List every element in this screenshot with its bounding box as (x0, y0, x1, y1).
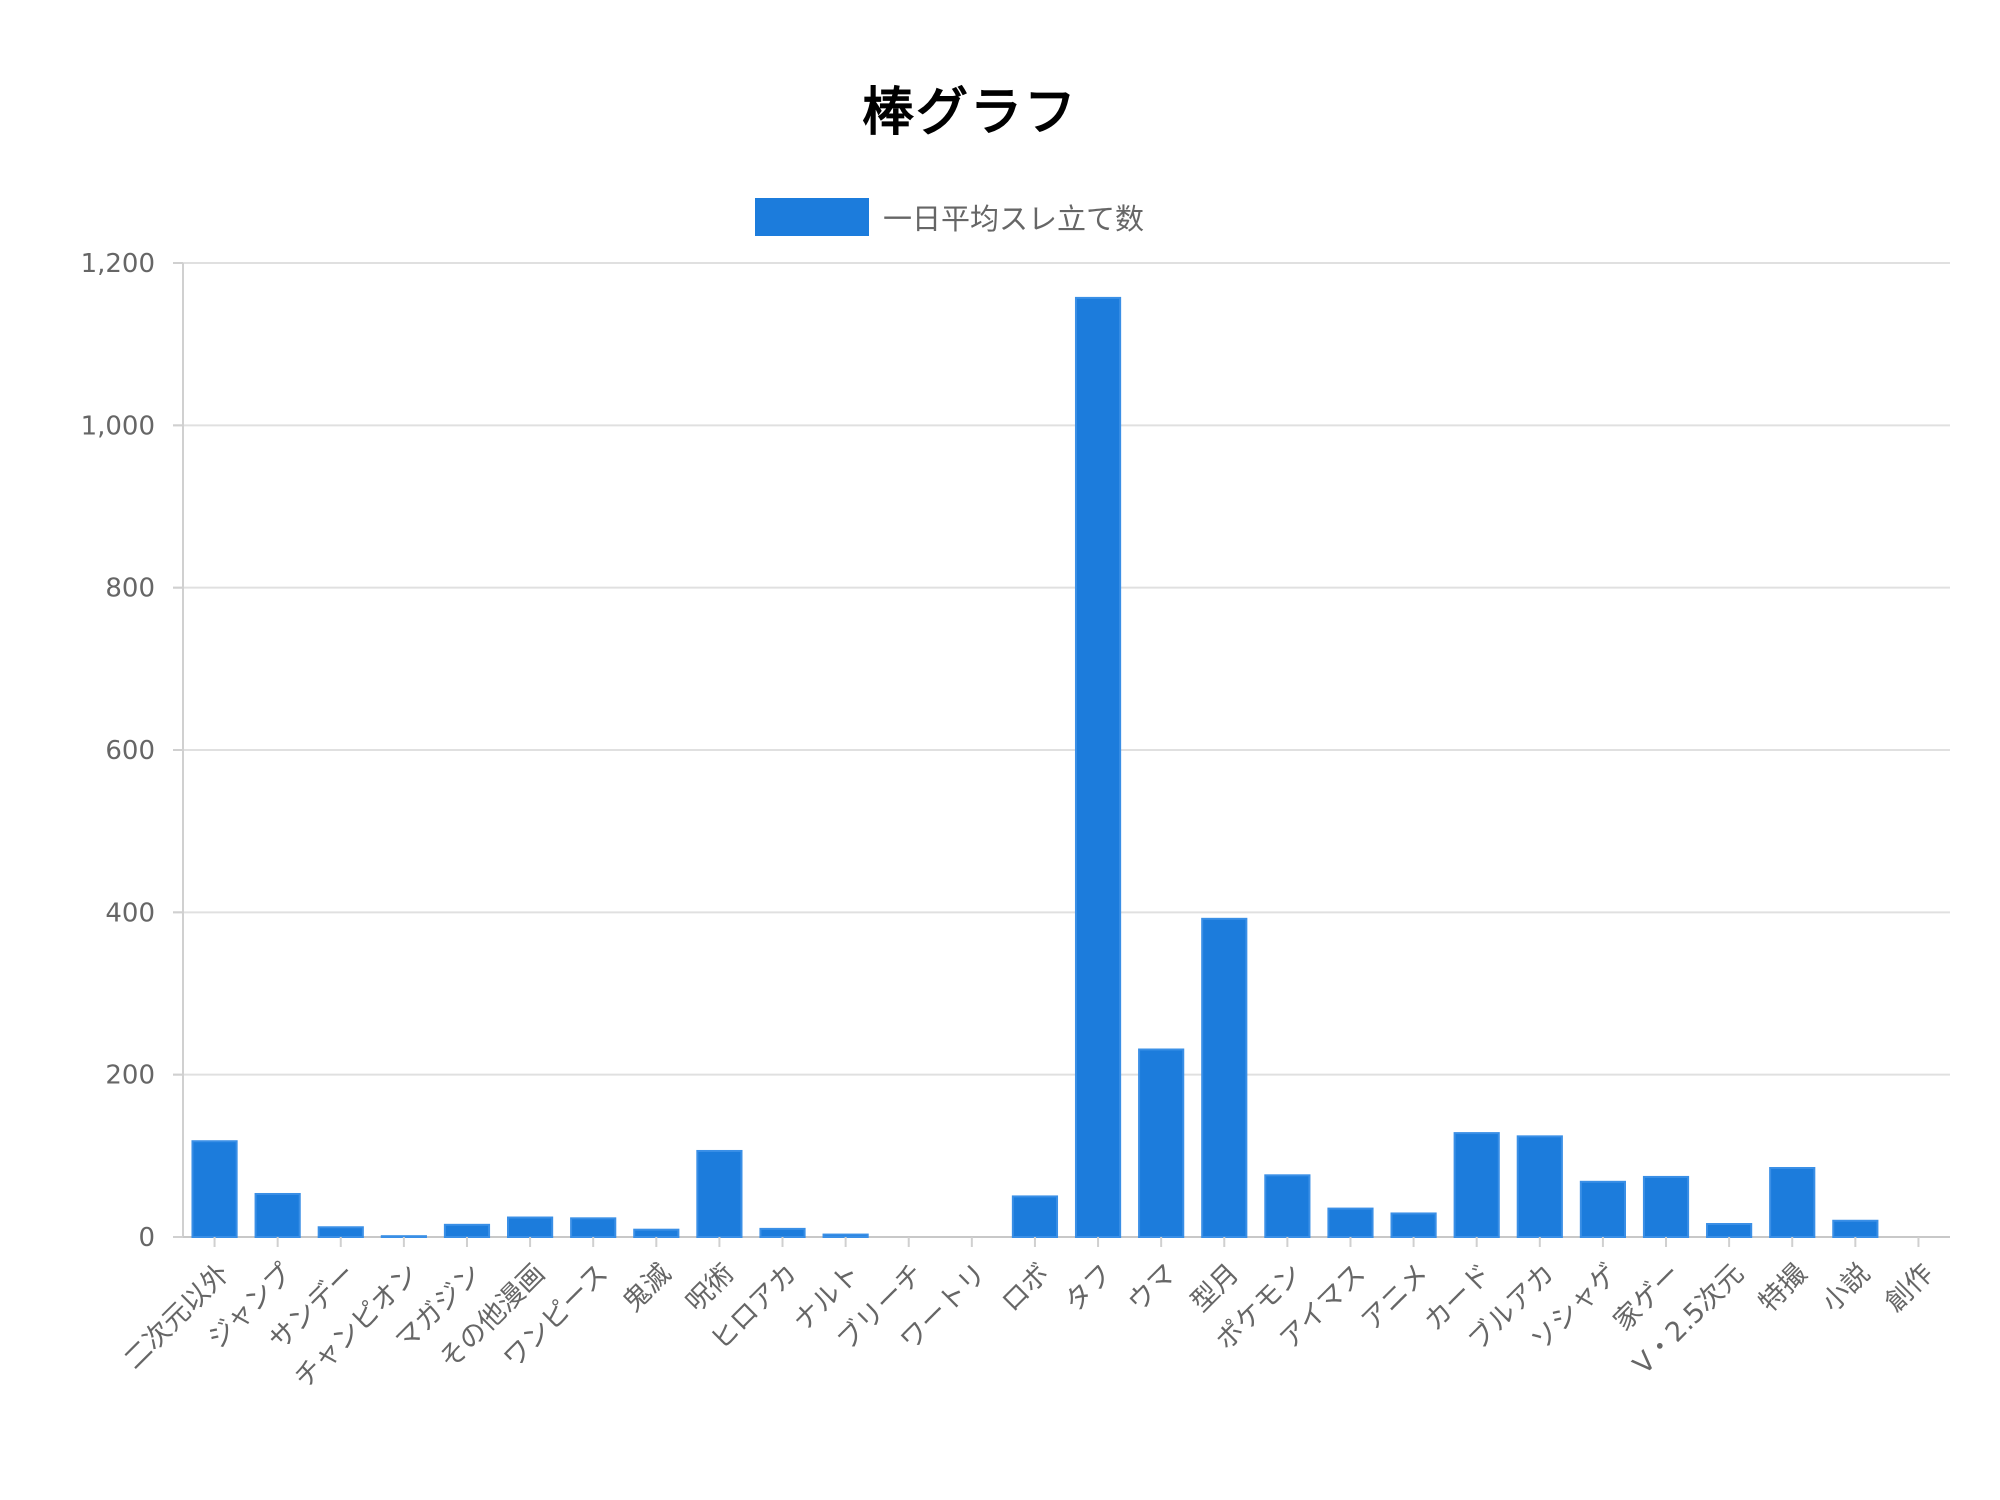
bar[interactable] (1327, 1207, 1374, 1239)
x-tick-label: 特撮 (1753, 1258, 1813, 1318)
bar[interactable] (759, 1227, 806, 1238)
legend[interactable]: 一日平均スレ立て数 (755, 195, 1144, 239)
y-tick-label: 0 (138, 1223, 155, 1253)
bar[interactable] (443, 1223, 491, 1238)
bar[interactable] (696, 1149, 743, 1239)
y-tick-label: 200 (105, 1061, 155, 1091)
bar[interactable] (380, 1235, 427, 1239)
bar[interactable] (317, 1226, 364, 1239)
bar[interactable] (191, 1140, 238, 1239)
bar[interactable] (1516, 1135, 1563, 1239)
bar[interactable] (1579, 1180, 1626, 1238)
bar[interactable] (1832, 1219, 1879, 1239)
bar[interactable] (1390, 1212, 1437, 1239)
bar[interactable] (1011, 1195, 1059, 1238)
y-tick-label: 400 (105, 898, 155, 928)
bar[interactable] (1642, 1175, 1690, 1238)
bar[interactable] (1769, 1167, 1816, 1238)
x-tick-label: ウマ (1122, 1258, 1182, 1318)
bar[interactable] (1201, 917, 1248, 1238)
legend-label: 一日平均スレ立て数 (883, 202, 1145, 236)
legend-swatch (755, 198, 869, 236)
bar[interactable] (1706, 1223, 1753, 1238)
bar[interactable] (1074, 296, 1122, 1238)
gridlines (173, 262, 1950, 1076)
chart-title: 棒グラフ (861, 83, 1078, 143)
bar[interactable] (633, 1228, 680, 1238)
y-tick-label: 1,000 (81, 411, 155, 441)
x-tick-label: タフ (1059, 1258, 1119, 1318)
bar[interactable] (1138, 1048, 1185, 1238)
bar[interactable] (570, 1217, 617, 1238)
bars (191, 296, 1879, 1239)
x-tick-label: ロボ (996, 1258, 1056, 1318)
bar[interactable] (507, 1216, 554, 1239)
y-tick-label: 1,200 (81, 249, 155, 279)
bar[interactable] (822, 1233, 869, 1238)
y-tick-label: 600 (105, 736, 155, 766)
y-tick-label: 800 (105, 574, 155, 604)
x-tick-label: 小説 (1816, 1258, 1876, 1318)
x-tick-label: 創作 (1879, 1258, 1939, 1318)
bar[interactable] (1264, 1174, 1311, 1239)
bar[interactable] (1453, 1132, 1500, 1239)
x-tick-label: アニメ (1356, 1258, 1435, 1337)
y-axis-ticks: 0 200 400 600 800 1,000 1,200 (81, 249, 183, 1253)
bar[interactable] (254, 1192, 301, 1239)
x-tick-label: 鬼滅 (617, 1258, 677, 1318)
